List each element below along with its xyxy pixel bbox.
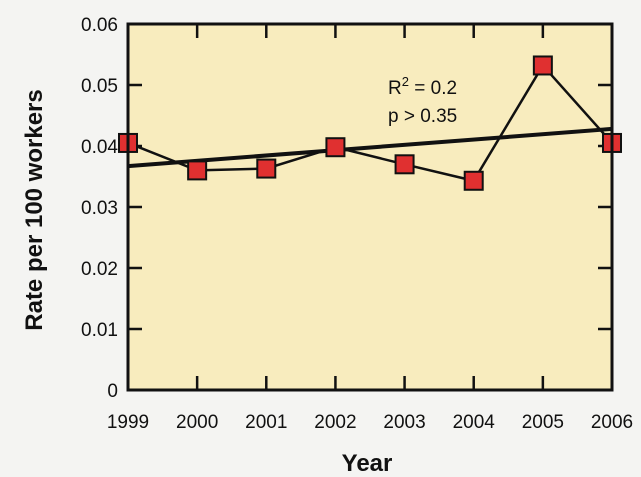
data-point-2002 bbox=[325, 137, 346, 158]
x-tick-label: 2006 bbox=[591, 412, 633, 433]
r2-value: = 0.2 bbox=[409, 78, 457, 99]
x-tick-label: 2002 bbox=[314, 412, 356, 433]
x-tick-label: 2005 bbox=[522, 412, 564, 433]
x-tick-label: 2004 bbox=[453, 412, 496, 433]
y-tick-label: 0.05 bbox=[81, 76, 118, 97]
series-line bbox=[127, 63, 613, 183]
data-point-2000 bbox=[187, 160, 208, 181]
data-point-2005 bbox=[532, 55, 553, 76]
x-axis-tick-labels: 1999 2000 2001 2002 2003 2004 2005 2006 bbox=[107, 412, 633, 433]
r2-symbol: R bbox=[388, 78, 402, 99]
x-tick-label: 1999 bbox=[107, 412, 149, 433]
y-tick-label: 0.03 bbox=[81, 198, 118, 219]
trend-line bbox=[127, 126, 613, 169]
y-tick-label: 0.06 bbox=[81, 15, 118, 36]
plot-border bbox=[126, 22, 614, 392]
y-tick-label: 0.02 bbox=[81, 259, 118, 280]
y-tick-label: 0.04 bbox=[81, 137, 118, 158]
plot-area bbox=[128, 24, 612, 390]
y-axis-title: Rate per 100 workers bbox=[21, 89, 48, 330]
y-tick-label: 0.01 bbox=[81, 320, 118, 341]
r2-superscript: 2 bbox=[402, 74, 409, 89]
x-tick-label: 2000 bbox=[176, 412, 218, 433]
y-tick-label: 0 bbox=[107, 381, 118, 402]
x-tick-label: 2001 bbox=[245, 412, 287, 433]
data-point-2003 bbox=[394, 154, 415, 175]
data-point-2001 bbox=[256, 158, 277, 179]
r2-annotation: R2 = 0.2 bbox=[388, 74, 457, 99]
x-tick-label: 2003 bbox=[383, 412, 425, 433]
data-point-2004 bbox=[463, 170, 484, 191]
x-axis-title: Year bbox=[342, 450, 393, 477]
y-axis-tick-labels: 0 0.01 0.02 0.03 0.04 0.05 0.06 bbox=[81, 15, 118, 402]
data-markers bbox=[118, 55, 622, 191]
p-value-annotation: p > 0.35 bbox=[388, 106, 457, 127]
